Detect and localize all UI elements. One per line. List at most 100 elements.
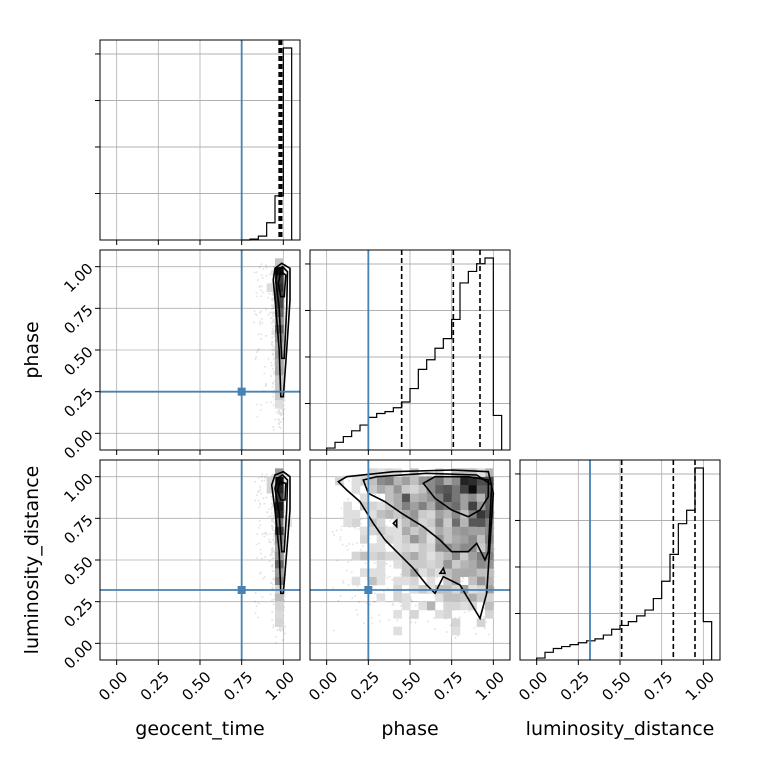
xtick-label-gt-0: 0.00: [95, 668, 131, 704]
contour-ld-ph-0: [337, 469, 495, 621]
xlabel-ph: phase: [381, 718, 438, 740]
density-cell-ph-gt-21_6: [275, 391, 284, 401]
density-cell-ld-ph-14_9: [426, 576, 436, 586]
density-cell-ld-gt-21_5: [275, 610, 284, 619]
density-cell-ld-ph-14_15: [426, 526, 436, 536]
density-cell-ld-ph-17_9: [451, 576, 461, 586]
density-cell-ld-ph-20_15: [476, 526, 486, 536]
density-cell-ld-ph-17_14: [451, 535, 461, 544]
density-cell-ld-ph-14_16: [426, 518, 436, 527]
density-cell-ld-ph-10_14: [393, 535, 402, 544]
ytick-label-ld-3: 0.75: [60, 511, 96, 547]
density-cell-ld-ph-19_7: [468, 593, 477, 602]
density-cell-ld-ph-15_13: [435, 543, 444, 552]
ytick-label-ld-1: 0.25: [60, 595, 96, 631]
density-cell-ld-ph-18_10: [460, 568, 469, 577]
density-cell-ld-ph-19_19: [468, 493, 477, 502]
density-cell-ld-ph-20_21: [476, 476, 486, 486]
density-cell-ld-ph-20_14: [476, 535, 486, 544]
density-cell-ld-ph-11_19: [401, 493, 411, 502]
density-cell-ld-gt-21_21: [275, 476, 284, 486]
truth-marker-ld-ph: [364, 586, 373, 594]
density-cell-ld-ph-12_5: [410, 610, 419, 619]
density-cell-ld-ph-8_10: [376, 568, 386, 577]
density-cell-ld-ph-11_7: [401, 593, 411, 602]
density-cell-ld-ph-7_17: [368, 510, 377, 519]
density-cell-ld-ph-4_16: [343, 518, 352, 527]
xtick-label-ph-0: 0.00: [305, 668, 341, 704]
density-cell-ld-gt-21_6: [275, 601, 284, 611]
density-cell-ld-ph-21_21: [485, 476, 494, 486]
ytick-label-ld-2: 0.50: [60, 553, 96, 589]
density-cell-ld-ph-19_21: [468, 476, 477, 486]
density-cell-ld-ph-18_16: [460, 518, 469, 527]
density-cell-ld-ph-9_15: [385, 526, 394, 536]
truth-marker-ph-gt: [237, 387, 246, 396]
density-cell-ld-ph-5_17: [351, 510, 361, 519]
density-cell-ld-ph-20_7: [476, 593, 486, 602]
density-cell-ld-ph-9_18: [385, 501, 394, 511]
ytick-label-ph-1: 0.25: [60, 385, 96, 421]
density-cell-ld-ph-7_22: [368, 468, 377, 477]
density-cell-ld-ph-13_17: [418, 510, 427, 519]
density-cell-ld-ph-17_10: [451, 568, 461, 577]
density-cell-ld-ph-10_22: [393, 468, 402, 477]
density-cell-ld-ph-14_20: [426, 485, 436, 494]
density-cell-ld-ph-15_22: [435, 468, 444, 477]
density-cell-ld-ph-13_16: [418, 518, 427, 527]
density-cell-ld-ph-21_17: [485, 510, 494, 519]
density-cell-ld-ph-20_9: [476, 576, 486, 586]
density-cell-ld-ph-8_17: [376, 510, 386, 519]
density-cell-ld-ph-12_20: [410, 485, 419, 494]
xtick-label-ld-1: 0.25: [557, 668, 593, 704]
density-cell-ld-ph-20_4: [476, 618, 486, 627]
density-cell-ld-ph-12_11: [410, 560, 419, 569]
density-cell-ld-ph-16_14: [443, 535, 452, 544]
density-cell-ld-ph-5_21: [351, 476, 361, 486]
density-cell-ld-ph-13_19: [418, 493, 427, 502]
density-cell-ld-ph-18_22: [460, 468, 469, 477]
density-cell-ld-ph-6_15: [360, 526, 369, 536]
density-cell-ld-ph-7_21: [368, 476, 377, 486]
density-cell-ld-ph-9_21: [385, 476, 394, 486]
density-cell-ld-ph-9_12: [385, 551, 394, 561]
density-cell-ld-ph-4_17: [343, 510, 352, 519]
density-cell-ld-ph-9_20: [385, 485, 394, 494]
density-cell-ld-ph-10_19: [393, 493, 402, 502]
density-cell-ld-ph-15_19: [435, 493, 444, 502]
density-cell-ld-gt-20_21: [266, 476, 276, 486]
density-cell-ld-ph-16_6: [443, 601, 452, 611]
density-cell-ld-ph-19_10: [468, 568, 477, 577]
density-cell-ld-ph-7_10: [368, 568, 377, 577]
density-cell-ld-ph-15_20: [435, 485, 444, 494]
density-cell-ld-ph-14_11: [426, 560, 436, 569]
xtick-label-gt-2: 0.50: [178, 668, 214, 704]
density-cell-ld-ph-10_5: [393, 610, 402, 619]
density-cell-ld-ph-16_19: [443, 493, 452, 502]
density-cell-ld-ph-19_12: [468, 551, 477, 561]
density-cell-ld-ph-11_15: [401, 526, 411, 536]
density-cell-ld-ph-17_16: [451, 518, 461, 527]
density-cell-ld-ph-8_13: [376, 543, 386, 552]
density-cell-ld-ph-12_16: [410, 518, 419, 527]
density-cell-ld-ph-17_18: [451, 501, 461, 511]
density-cell-ld-ph-11_20: [401, 485, 411, 494]
density-cell-ld-ph-15_18: [435, 501, 444, 511]
density-cell-ld-ph-17_6: [451, 601, 461, 611]
density-cell-ld-ph-10_11: [393, 560, 402, 569]
density-cell-ld-ph-16_9: [443, 576, 452, 586]
contour-ld-ph-3: [392, 518, 398, 529]
density-cell-ld-ph-20_13: [476, 543, 486, 552]
density-cell-ld-ph-13_14: [418, 535, 427, 544]
density-cell-ld-ph-20_20: [476, 485, 486, 494]
density-cell-ld-ph-8_18: [376, 501, 386, 511]
xtick-label-ld-0: 0.00: [515, 668, 551, 704]
ytick-label-ph-2: 0.50: [60, 343, 96, 379]
density-cell-ld-ph-21_10: [485, 568, 494, 577]
density-cell-ld-ph-11_12: [401, 551, 411, 561]
density-cell-ld-ph-20_10: [476, 568, 486, 577]
density-cell-ld-ph-10_9: [393, 576, 402, 586]
density-cell-ld-ph-11_6: [401, 601, 411, 611]
density-cell-ld-ph-14_13: [426, 543, 436, 552]
density-cell-ld-ph-10_15: [393, 526, 402, 536]
